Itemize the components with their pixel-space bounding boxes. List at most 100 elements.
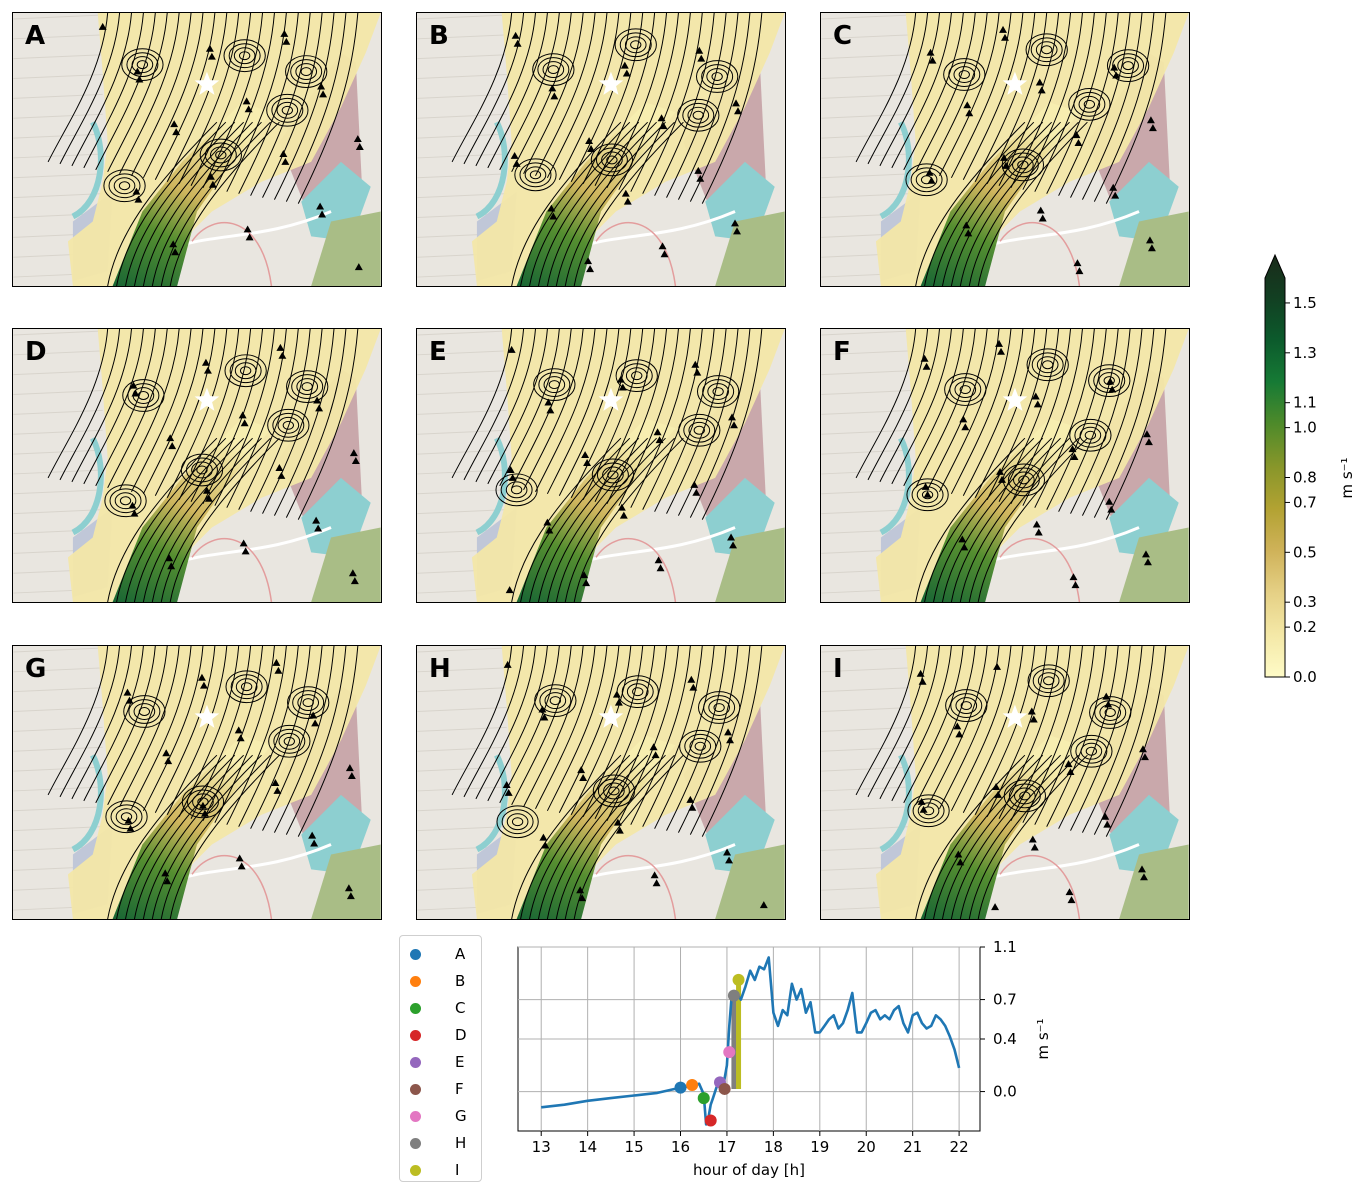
flow-arrows (505, 345, 738, 594)
panel-label: A (25, 21, 46, 51)
panel-label: E (429, 337, 447, 367)
panel-f: F (820, 328, 1190, 603)
panel-label: G (25, 654, 47, 684)
x-axis-label: hour of day [h] (693, 1161, 805, 1179)
legend-marker (410, 949, 421, 960)
colorbar-tick-label: 0.3 (1293, 593, 1317, 611)
marker-g (723, 1046, 736, 1059)
streamlines (855, 329, 1167, 602)
jet-core (516, 102, 676, 286)
panel-g: G (12, 645, 382, 920)
streamlines (47, 13, 359, 286)
colorbar-gradient (1264, 253, 1286, 678)
legend-entry: B (400, 971, 480, 991)
green-area (311, 527, 381, 602)
marker-i (732, 973, 745, 986)
streamlines (451, 329, 763, 602)
legend-label: G (455, 1107, 467, 1125)
station-star (194, 71, 220, 95)
legend-entry: C (400, 998, 480, 1018)
colorbar-tick-label: 0.2 (1293, 618, 1317, 636)
x-tick-label: 18 (764, 1138, 783, 1156)
station-star (194, 704, 220, 728)
green-area (311, 844, 381, 919)
marker-d (704, 1114, 717, 1127)
timeseries-chart: 13 14 15 16 17 18 19 20 21 22 1.1 0.7 0.4 0.0 hour of … (517, 938, 1052, 1179)
streamline-map (13, 13, 381, 286)
series-line (541, 956, 961, 1126)
colorbar-tick-label: 1.5 (1293, 294, 1317, 312)
jet-core (516, 418, 676, 602)
flow-arrows (98, 22, 364, 271)
jet-core (920, 418, 1080, 602)
streamline-map (417, 13, 785, 286)
marker-b (686, 1079, 699, 1091)
legend-marker (410, 1111, 421, 1122)
panel-h: H (416, 645, 786, 920)
streamlines (47, 646, 359, 919)
x-tick-label: 14 (578, 1138, 597, 1156)
colorbar-tick-label: 1.0 (1293, 419, 1317, 437)
colorbar-tick-label: 1.1 (1293, 394, 1317, 412)
station-star (598, 387, 624, 411)
streamline-map (821, 646, 1189, 919)
legend-marker (410, 1165, 421, 1176)
colorbar-tick-label: 1.3 (1293, 344, 1317, 362)
flow-arrows (925, 25, 1157, 275)
x-tick-label: 20 (857, 1138, 876, 1156)
jet-core (516, 735, 676, 919)
colorbar: 0.0 0.2 0.3 0.5 0.7 0.8 1.0 1.1 1.3 1.5 m s⁻¹ (1264, 253, 1353, 686)
streamline-map (13, 646, 381, 919)
panel-b: B (416, 12, 786, 287)
jet-core (112, 735, 272, 919)
legend-entry: I (400, 1160, 480, 1180)
panel-e: E (416, 328, 786, 603)
legend-marker (410, 1084, 421, 1095)
streamline-map (13, 329, 381, 602)
station-star (598, 704, 624, 728)
panel-label: B (429, 21, 449, 51)
colorbar-tick-label: 0.0 (1293, 668, 1317, 686)
jet-core (112, 102, 272, 286)
colorbar-label: m s⁻¹ (1338, 457, 1353, 498)
panel-i: I (820, 645, 1190, 920)
streamlines (451, 13, 763, 286)
flow-arrows (502, 660, 768, 909)
jet-core (920, 102, 1080, 286)
legend-marker (410, 1057, 421, 1068)
station-star (1002, 71, 1028, 95)
station-star (194, 387, 220, 411)
legend-marker (410, 1138, 421, 1149)
flow-arrows (510, 31, 742, 273)
streamline-map (821, 329, 1189, 602)
legend-entry: E (400, 1052, 480, 1072)
legend-label: E (455, 1053, 465, 1071)
legend-entry: D (400, 1025, 480, 1045)
marker-h (727, 989, 740, 1002)
y-tick-label: 1.1 (993, 938, 1017, 956)
colorbar-tick-label: 0.7 (1293, 493, 1317, 511)
legend-marker (410, 976, 421, 987)
marker-c (697, 1092, 710, 1105)
streamlines (855, 13, 1167, 286)
streamline-map (417, 329, 785, 602)
panel-d: D (12, 328, 382, 603)
streamlines (855, 646, 1167, 919)
legend-label: F (455, 1080, 464, 1098)
legend-label: D (455, 1026, 467, 1044)
panel-label: F (833, 337, 851, 367)
x-tick-label: 21 (903, 1138, 922, 1156)
marker-f (718, 1082, 731, 1095)
y-tick-label: 0.0 (993, 1083, 1017, 1101)
panel-a: A (12, 12, 382, 287)
station-star (1002, 704, 1028, 728)
legend-label: C (455, 999, 466, 1017)
flow-arrows (123, 658, 356, 900)
green-area (715, 211, 785, 286)
x-tick-label: 13 (532, 1138, 551, 1156)
station-star (1002, 387, 1028, 411)
marker-a (674, 1081, 687, 1094)
colorbar-tick-label: 0.8 (1293, 469, 1317, 487)
streamlines (47, 329, 359, 602)
